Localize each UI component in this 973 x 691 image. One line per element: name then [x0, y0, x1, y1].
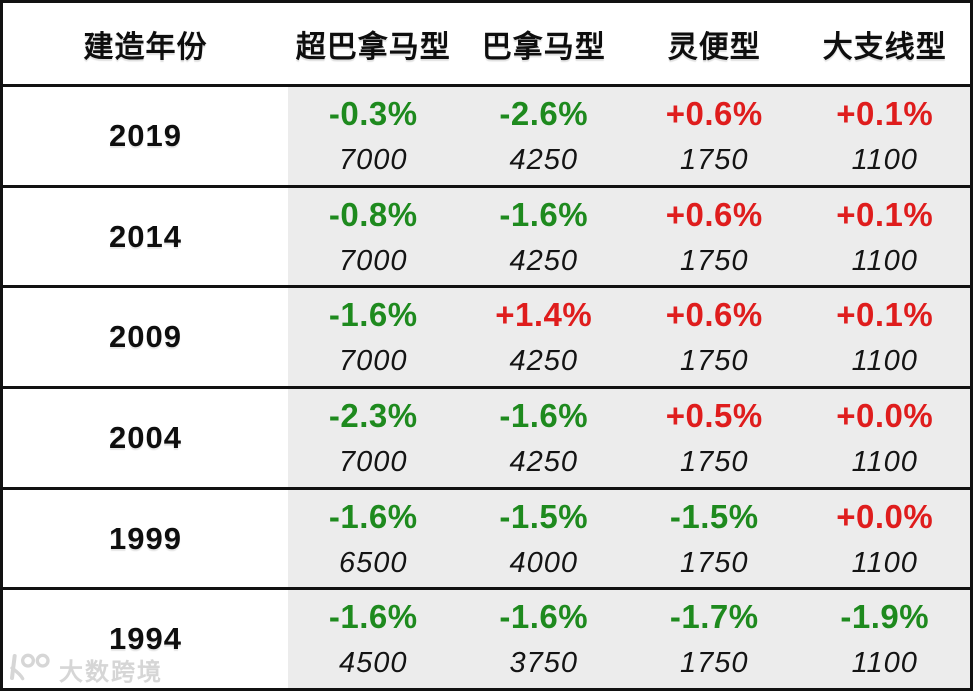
price-value: 4250: [509, 345, 578, 378]
data-cell: +0.6% 1750: [629, 187, 800, 286]
price-value: 3750: [509, 647, 578, 680]
price-value: 7000: [338, 143, 408, 176]
percent-change: -1.6%: [328, 598, 418, 636]
column-header-year: 建造年份: [83, 30, 208, 64]
year-cell: 2019: [3, 87, 288, 185]
data-cell: -0.8% 7000: [288, 187, 459, 286]
percent-change: -1.6%: [328, 296, 418, 334]
table-row: 2019 -0.3% 7000 -2.6% 4250 +0.6% 1750 +0…: [3, 84, 970, 185]
price-value: 4250: [509, 244, 578, 277]
data-cell: -0.3% 7000: [288, 87, 459, 185]
percent-change: +0.0%: [836, 396, 934, 434]
data-cell: -1.6% 3750: [458, 590, 629, 689]
price-value: 1750: [679, 445, 749, 478]
price-value: 7000: [338, 244, 408, 277]
data-cell: -1.7% 1750: [629, 590, 800, 689]
price-value: 1100: [851, 647, 918, 680]
percent-change: -1.6%: [499, 195, 589, 233]
data-cell: -1.9% 1100: [799, 590, 970, 689]
percent-change: -1.6%: [499, 396, 589, 434]
percent-change: -1.6%: [328, 497, 418, 535]
data-cell: -1.6% 4250: [458, 389, 629, 487]
percent-change: -1.5%: [499, 497, 589, 535]
data-cell: -1.6% 4500: [288, 590, 459, 689]
year-cell: 2014: [3, 187, 288, 286]
table-row: 2014 -0.8% 7000 -1.6% 4250 +0.6% 1750 +0…: [3, 184, 970, 286]
data-cell: +0.6% 1750: [629, 87, 800, 185]
price-value: 4500: [338, 647, 408, 680]
price-value: 4000: [509, 546, 578, 579]
table-row: 2009 -1.6% 7000 +1.4% 4250 +0.6% 1750 +0…: [3, 285, 970, 387]
percent-change: +0.1%: [836, 296, 934, 334]
year-cell: 2004: [3, 389, 288, 487]
data-cell: +0.5% 1750: [629, 389, 800, 487]
price-value: 7000: [338, 345, 408, 378]
price-value: 1100: [851, 143, 918, 176]
price-value: 1100: [851, 546, 918, 579]
table-header-row: 建造年份 超巴拿马型 巴拿马型 灵便型 大支线型: [3, 3, 970, 84]
percent-change: -1.7%: [669, 598, 759, 636]
data-cell: +0.6% 1750: [629, 288, 800, 387]
price-value: 4250: [509, 445, 578, 478]
price-value: 1750: [679, 244, 749, 277]
price-value: 1750: [679, 143, 749, 176]
data-cell: -1.6% 6500: [288, 489, 459, 588]
table-row: 1999 -1.6% 6500 -1.5% 4000 -1.5% 1750 +0…: [3, 486, 970, 588]
data-cell: -2.3% 7000: [288, 389, 459, 487]
data-cell: -1.5% 4000: [458, 489, 629, 588]
price-value: 7000: [338, 445, 408, 478]
data-cell: -2.6% 4250: [458, 87, 629, 185]
percent-change: -1.9%: [840, 598, 930, 636]
percent-change: +0.1%: [836, 94, 934, 132]
percent-change: +0.1%: [836, 195, 934, 233]
year-cell: 2009: [3, 288, 288, 387]
percent-change: +0.6%: [665, 94, 763, 132]
price-value: 1750: [679, 345, 749, 378]
percent-change: -2.6%: [499, 94, 589, 132]
data-cell: +0.0% 1100: [799, 389, 970, 487]
percent-change: +0.6%: [665, 195, 763, 233]
price-value: 1100: [851, 445, 918, 478]
percent-change: -1.5%: [669, 497, 759, 535]
percent-change: +0.0%: [836, 497, 934, 535]
year-cell: 1994: [3, 590, 288, 689]
column-header-panamax: 巴拿马型: [481, 30, 606, 64]
percent-change: +0.6%: [665, 296, 763, 334]
percent-change: -0.3%: [328, 94, 418, 132]
column-header-post-panamax: 超巴拿马型: [295, 30, 451, 64]
table-row: 1994 -1.6% 4500 -1.6% 3750 -1.7% 1750 -1…: [3, 587, 970, 689]
percent-change: -1.6%: [499, 598, 589, 636]
price-value: 1100: [851, 345, 918, 378]
data-cell: -1.6% 7000: [288, 288, 459, 387]
data-cell: +0.1% 1100: [799, 87, 970, 185]
price-value: 1750: [679, 546, 749, 579]
year-cell: 1999: [3, 489, 288, 588]
column-header-feeder: 大支线型: [822, 30, 947, 64]
data-cell: +0.0% 1100: [799, 489, 970, 588]
column-header-handy: 灵便型: [667, 30, 761, 64]
data-cell: +0.1% 1100: [799, 187, 970, 286]
percent-change: +0.5%: [665, 396, 763, 434]
data-cell: +0.1% 1100: [799, 288, 970, 387]
price-value: 1100: [851, 244, 918, 277]
percent-change: -0.8%: [328, 195, 418, 233]
data-cell: +1.4% 4250: [458, 288, 629, 387]
price-value: 1750: [679, 647, 749, 680]
data-cell: -1.5% 1750: [629, 489, 800, 588]
data-cell: -1.6% 4250: [458, 187, 629, 286]
table-row: 2004 -2.3% 7000 -1.6% 4250 +0.5% 1750 +0…: [3, 386, 970, 487]
percent-change: -2.3%: [328, 396, 418, 434]
price-value: 4250: [509, 143, 578, 176]
percent-change: +1.4%: [495, 296, 593, 334]
price-value: 6500: [338, 546, 408, 579]
